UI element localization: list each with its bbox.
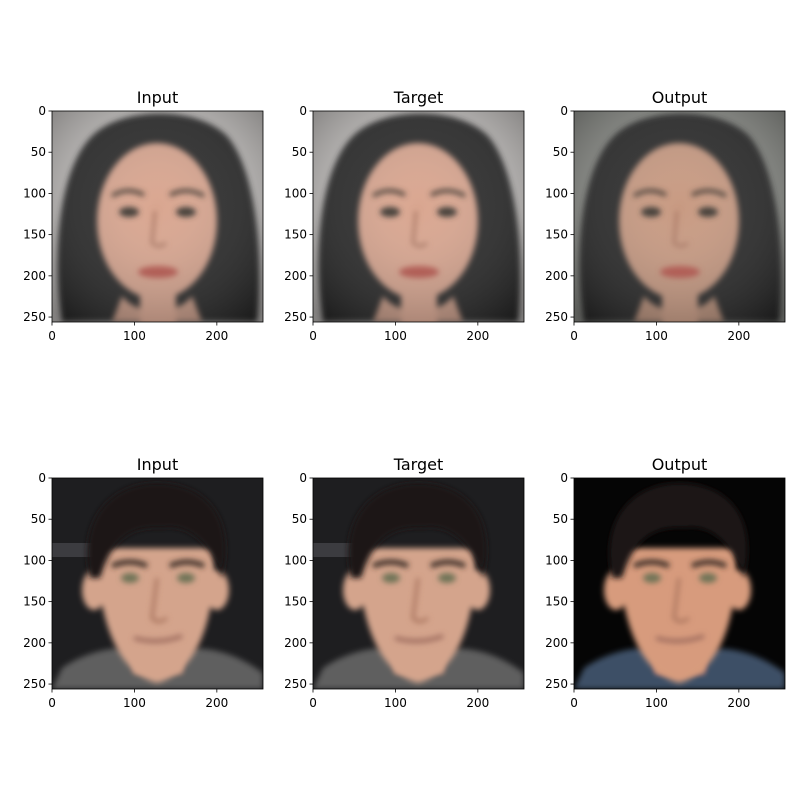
hair	[348, 483, 487, 578]
y-tick-label: 250	[545, 677, 568, 691]
x-tick-label: 200	[205, 329, 228, 343]
x-tick-label: 100	[384, 696, 407, 710]
axes-frame	[51, 477, 264, 690]
axes-frame	[573, 110, 786, 323]
y-tick-label: 0	[38, 104, 46, 118]
x-tick-label: 100	[384, 329, 407, 343]
axes-frame	[312, 110, 525, 323]
y-tick-label: 0	[560, 471, 568, 485]
axes-frame	[312, 477, 525, 690]
y-tick-label: 50	[292, 145, 307, 159]
y-tick-label: 200	[23, 269, 46, 283]
x-tick-label: 0	[48, 696, 56, 710]
vignette	[574, 111, 785, 322]
y-tick-label: 250	[284, 310, 307, 324]
y-tick-label: 50	[553, 145, 568, 159]
x-tick-label: 0	[48, 329, 56, 343]
y-tick-label: 0	[299, 104, 307, 118]
face-image	[52, 478, 263, 689]
face-image	[52, 111, 263, 322]
x-tick-label: 0	[309, 696, 317, 710]
x-tick-label: 200	[205, 696, 228, 710]
y-tick-label: 150	[23, 595, 46, 609]
background-light	[52, 543, 97, 557]
background-light	[313, 543, 358, 557]
axes-5: Target 0 100 200 0 50 100 150 200 250	[284, 455, 525, 710]
y-tick-label: 50	[553, 512, 568, 526]
y-tick-label: 250	[23, 677, 46, 691]
hair	[609, 483, 748, 578]
face-image	[574, 478, 785, 689]
y-tick-label: 100	[23, 553, 46, 567]
x-tick-label: 0	[570, 696, 578, 710]
x-tick-label: 200	[727, 696, 750, 710]
x-tick-label: 100	[123, 696, 146, 710]
axes-title: Target	[393, 88, 444, 107]
axes-title: Output	[652, 88, 708, 107]
y-tick-label: 250	[284, 677, 307, 691]
y-tick-label: 150	[545, 595, 568, 609]
y-tick-label: 0	[560, 104, 568, 118]
y-tick-label: 250	[545, 310, 568, 324]
y-tick-label: 100	[545, 186, 568, 200]
facial-features	[110, 559, 206, 643]
axes-layer: Input 0 100 200 0 50 100 150 200 250 Target 0 100 200…	[23, 88, 786, 710]
y-tick-label: 150	[284, 595, 307, 609]
axes-2: Target 0 100 200 0 50 100 150 200 250	[284, 88, 525, 343]
y-tick-label: 100	[23, 186, 46, 200]
x-tick-label: 100	[645, 329, 668, 343]
y-tick-label: 200	[284, 269, 307, 283]
axes-frame	[51, 110, 264, 323]
y-tick-label: 100	[284, 553, 307, 567]
vignette	[52, 111, 263, 322]
y-tick-label: 250	[23, 310, 46, 324]
y-tick-label: 200	[545, 269, 568, 283]
y-tick-label: 100	[545, 553, 568, 567]
y-tick-label: 200	[545, 636, 568, 650]
y-tick-label: 0	[299, 471, 307, 485]
axes-title: Input	[137, 88, 178, 107]
x-tick-label: 200	[466, 696, 489, 710]
y-tick-label: 150	[23, 228, 46, 242]
facial-features	[371, 559, 467, 643]
face-image	[313, 478, 524, 689]
x-tick-label: 100	[123, 329, 146, 343]
axes-frame	[573, 477, 786, 690]
x-tick-label: 100	[645, 696, 668, 710]
y-tick-label: 0	[38, 471, 46, 485]
vignette	[313, 111, 524, 322]
axes-3: Output 0 100 200 0 50 100 150 200 250	[545, 88, 786, 343]
y-tick-label: 100	[284, 186, 307, 200]
y-tick-label: 200	[284, 636, 307, 650]
y-tick-label: 50	[31, 512, 46, 526]
y-tick-label: 50	[292, 512, 307, 526]
axes-6: Output 0 100 200 0 50 100 150 200 250	[545, 455, 786, 710]
x-tick-label: 0	[309, 329, 317, 343]
axes-title: Output	[652, 455, 708, 474]
y-tick-label: 150	[284, 228, 307, 242]
facial-features	[632, 559, 728, 643]
hair	[87, 483, 226, 578]
y-tick-label: 150	[545, 228, 568, 242]
axes-4: Input 0 100 200 0 50 100 150 200 250	[23, 455, 264, 710]
y-tick-label: 50	[31, 145, 46, 159]
face-image	[313, 111, 524, 322]
axes-title: Target	[393, 455, 444, 474]
x-tick-label: 200	[466, 329, 489, 343]
axes-title: Input	[137, 455, 178, 474]
x-tick-label: 200	[727, 329, 750, 343]
x-tick-label: 0	[570, 329, 578, 343]
axes-1: Input 0 100 200 0 50 100 150 200 250	[23, 88, 264, 343]
y-tick-label: 200	[23, 636, 46, 650]
face-image	[574, 111, 785, 322]
